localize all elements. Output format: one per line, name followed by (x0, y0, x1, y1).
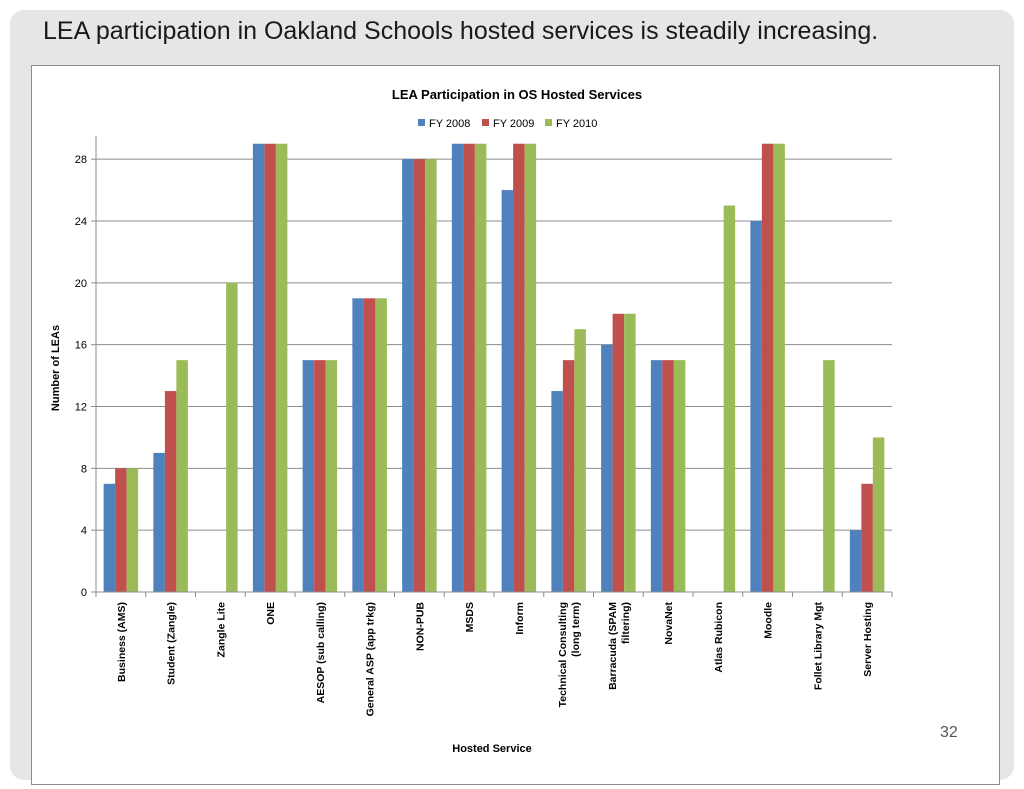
bar (153, 452, 165, 592)
bar (474, 143, 487, 592)
x-tick-label: Barracuda (SPAM (607, 602, 619, 690)
x-tick-label: Atlas Rubicon (713, 602, 725, 673)
bar (352, 298, 364, 592)
bar (624, 313, 636, 592)
legend-swatch (482, 119, 489, 126)
x-tick-label: General ASP (app trkg) (365, 602, 377, 716)
bar (601, 344, 613, 592)
x-tick-label: NON-PUB (414, 602, 426, 651)
bar (126, 468, 139, 592)
bar (750, 221, 762, 592)
bar (551, 391, 563, 592)
x-axis-label: Hosted Service (452, 743, 531, 755)
y-tick-label: 4 (81, 525, 87, 537)
bar (673, 360, 686, 592)
bar (849, 530, 862, 592)
slide-title: LEA participation in Oakland Schools hos… (43, 17, 879, 45)
bar (662, 360, 674, 592)
bar (773, 143, 785, 592)
legend-swatch (418, 119, 425, 126)
chart-frame: LEA Participation in OS Hosted Services … (31, 65, 1000, 785)
x-tick-label: Business (AMS) (116, 602, 128, 682)
slide-number: 32 (940, 724, 958, 741)
bar (375, 298, 387, 592)
y-tick-label: 8 (81, 463, 87, 475)
y-tick-label: 24 (75, 216, 87, 228)
bar (463, 143, 475, 592)
x-tick-label: Zangle Lite (215, 602, 227, 658)
bar (302, 360, 315, 592)
bar (861, 483, 873, 592)
y-tick-label: 16 (75, 340, 87, 352)
x-tick-label: ONE (265, 602, 277, 625)
x-tick-label: (long term) (570, 602, 582, 657)
y-tick-label: 12 (75, 402, 87, 414)
bar (252, 143, 265, 592)
legend-label: FY 2009 (493, 118, 534, 130)
bar (425, 159, 437, 592)
bar (872, 437, 885, 592)
x-tick-label: Inform (514, 602, 526, 635)
bar (176, 360, 188, 592)
x-tick-label: Follet Library Mgt (812, 602, 824, 691)
bar-chart: LEA Participation in OS Hosted Services … (50, 87, 893, 755)
x-tick-label: MSDS (464, 602, 476, 632)
bar (264, 143, 276, 592)
y-axis-label: Number of LEAs (50, 325, 62, 411)
y-axis: 0 4 8 12 16 20 24 28 (75, 136, 97, 599)
bar (501, 190, 514, 592)
bar (650, 360, 663, 592)
bar (413, 159, 426, 592)
x-tick-label: AESOP (sub calling) (315, 602, 327, 703)
bar (574, 329, 586, 592)
y-tick-label: 28 (75, 154, 87, 166)
bar (823, 360, 835, 592)
bar (363, 298, 376, 592)
bar (402, 159, 414, 592)
x-tick-label: Technical Consulting (557, 602, 569, 707)
x-tick-label: Student (Zangle) (166, 602, 178, 685)
y-tick-label: 0 (81, 587, 87, 599)
bar (513, 143, 525, 592)
x-tick-label: filtering) (620, 602, 632, 644)
legend-label: FY 2008 (429, 118, 470, 130)
bar (562, 360, 575, 592)
y-tick-label: 20 (75, 278, 87, 290)
x-tick-label: Moodle (763, 602, 775, 639)
bar (612, 313, 625, 592)
bar (115, 468, 127, 592)
chart-title: LEA Participation in OS Hosted Services (392, 87, 642, 102)
bars (103, 143, 885, 592)
bar (275, 143, 288, 592)
chart-legend: FY 2008 FY 2009 FY 2010 (418, 118, 597, 130)
bar (451, 143, 464, 592)
bar (524, 143, 537, 592)
x-tick-label: NovaNet (663, 602, 675, 645)
bar (761, 143, 774, 592)
bar (325, 360, 338, 592)
bar (164, 391, 177, 592)
bar (103, 483, 116, 592)
bar (723, 205, 736, 592)
x-tick-label: Server Hosting (862, 602, 874, 677)
bar (314, 360, 326, 592)
legend-label: FY 2010 (556, 118, 597, 130)
legend-swatch (545, 119, 552, 126)
x-axis: Business (AMS) Student (Zangle) Zangle Lit… (95, 591, 893, 716)
bar (226, 282, 238, 592)
